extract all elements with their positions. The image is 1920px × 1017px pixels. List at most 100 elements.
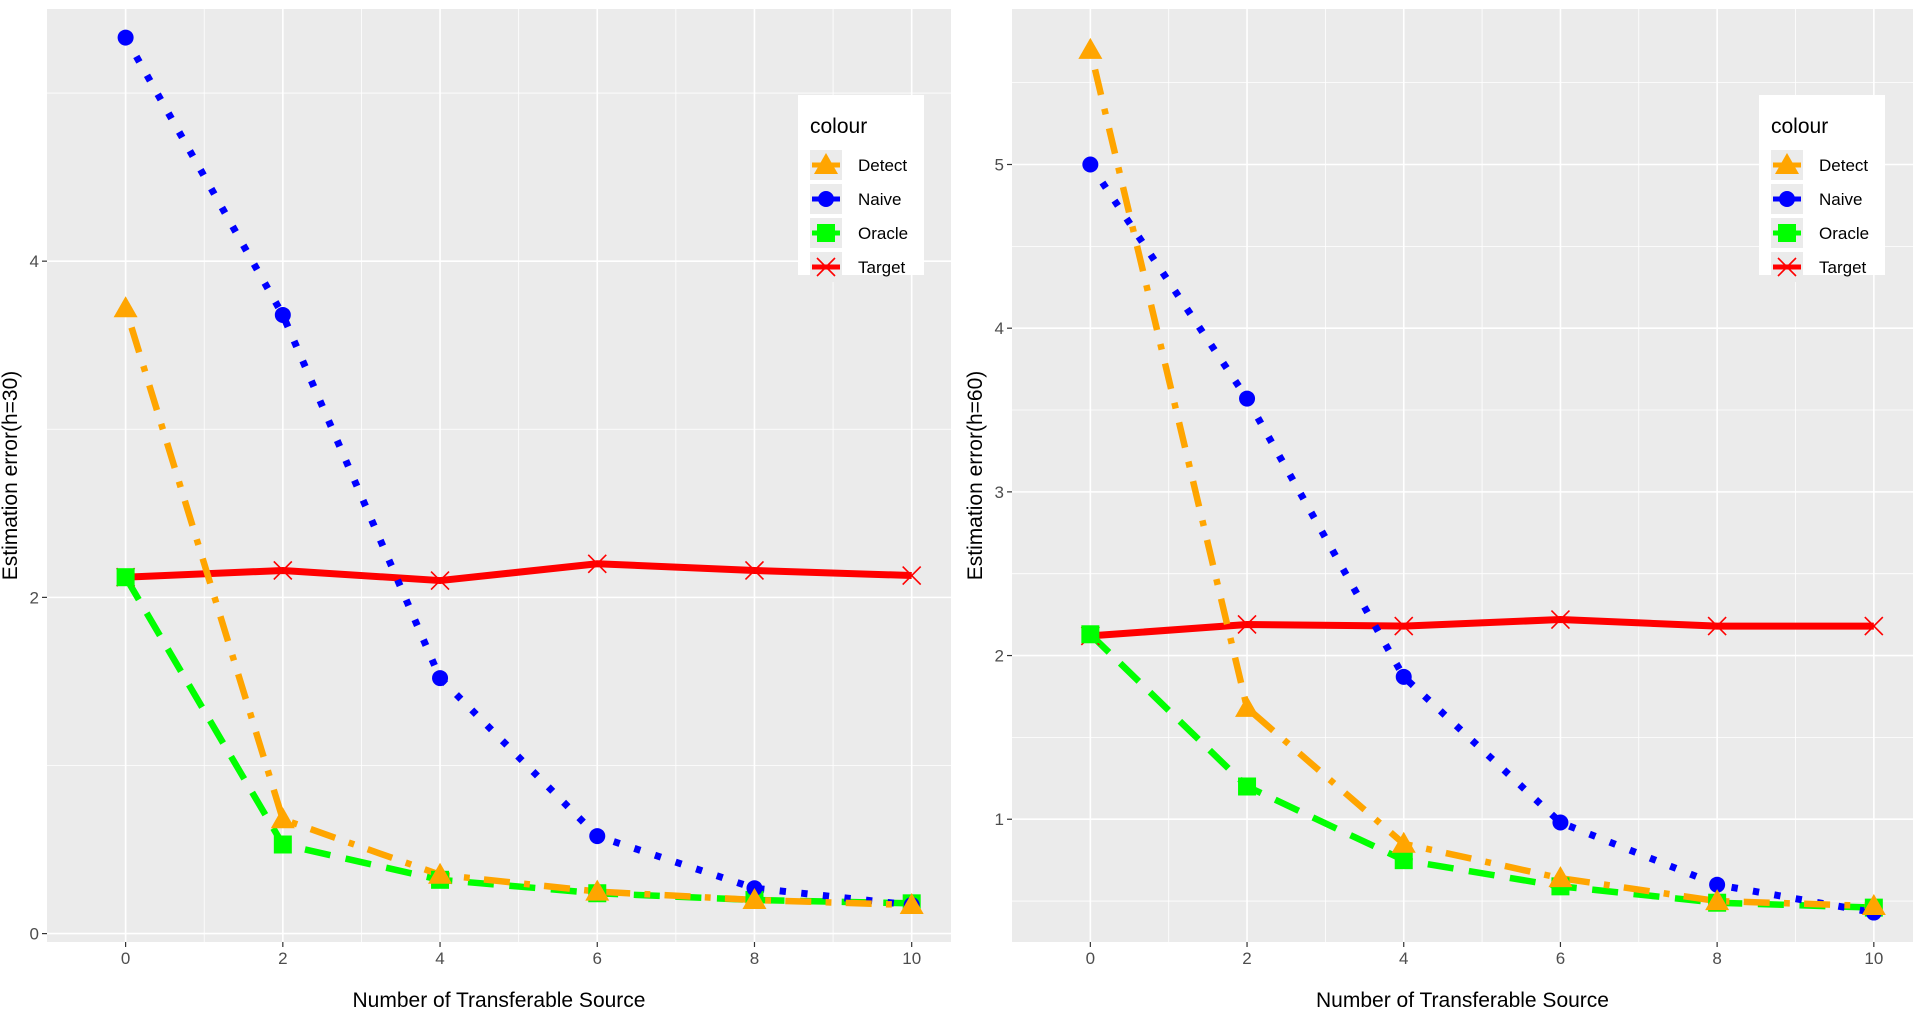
x-axis-title: Number of Transferable Source — [353, 989, 646, 1012]
point-target-x4-stroke-b — [430, 571, 450, 591]
x-tick-label: 2 — [278, 949, 287, 968]
point-naive-x4 — [432, 670, 449, 687]
point-target-x4-stroke-b — [1394, 616, 1414, 636]
legend-title: colour — [810, 115, 867, 138]
point-detect-x8 — [742, 887, 767, 909]
x-tick-label: 6 — [593, 949, 602, 968]
point-detect-x0 — [1078, 37, 1103, 59]
point-target-x6 — [587, 554, 607, 574]
y-tick-label: 2 — [30, 588, 39, 607]
y-axis-title: Estimation error(h=30) — [0, 371, 22, 581]
series-lines — [122, 35, 913, 909]
y-tick-label: 4 — [995, 319, 1004, 338]
y-tick-label: 2 — [995, 647, 1004, 666]
point-target-x10 — [1864, 616, 1884, 636]
y-tick-label: 3 — [995, 483, 1004, 502]
point-target-x2 — [273, 560, 293, 581]
point-target-x6 — [1550, 609, 1571, 630]
series-markers — [1078, 37, 1886, 921]
legend-label-oracle: Oracle — [1819, 224, 1869, 243]
series-markers — [113, 29, 924, 915]
legend-label-target: Target — [1819, 258, 1867, 277]
point-target-x6-stroke-b — [1550, 609, 1571, 630]
point-target-x6-stroke-b — [587, 554, 607, 574]
legend-title: colour — [1771, 115, 1828, 138]
x-tick-label: 6 — [1556, 949, 1565, 968]
point-detect-x10 — [1861, 893, 1886, 915]
point-target-x2 — [1237, 614, 1257, 635]
point-naive-x2 — [274, 306, 291, 323]
point-target-x10 — [902, 565, 922, 586]
x-tick-label: 10 — [902, 949, 921, 968]
point-target-x2-stroke-b — [1237, 614, 1257, 635]
x-tick-label: 4 — [435, 949, 444, 968]
legend-key-target-marker-stroke-b — [816, 257, 836, 277]
point-detect-x0 — [113, 296, 138, 318]
point-target-x8 — [744, 560, 765, 581]
point-target-x10-stroke-b — [902, 565, 922, 586]
y-tick-label: 1 — [995, 810, 1004, 829]
y-tick-label: 4 — [30, 252, 39, 271]
legend-key-target-marker-stroke-b — [1777, 257, 1797, 277]
series-lines — [1087, 49, 1875, 916]
y-tick-label: 5 — [995, 156, 1004, 175]
legend-label-naive: Naive — [858, 190, 901, 209]
legend-key-oracle-marker — [817, 224, 835, 242]
point-detect-x4 — [428, 862, 453, 884]
point-detect-x4 — [1391, 831, 1416, 853]
series-line-oracle — [1088, 631, 1874, 911]
point-detect-x6 — [585, 879, 610, 901]
x-tick-label: 0 — [1086, 949, 1095, 968]
legend-label-oracle: Oracle — [858, 224, 908, 243]
legend-key-target-marker — [1777, 257, 1797, 277]
legend-key-target-marker — [816, 257, 836, 277]
point-oracle-x2 — [1238, 777, 1257, 796]
point-oracle-x0 — [116, 568, 135, 587]
point-detect-x2 — [1235, 695, 1260, 717]
point-naive-x0 — [117, 29, 134, 46]
x-tick-label: 10 — [1864, 949, 1883, 968]
y-tick-label: 0 — [30, 925, 39, 944]
point-detect-x8 — [1705, 889, 1730, 911]
point-oracle-x0 — [1081, 625, 1100, 644]
y-axis-title: Estimation error(h=60) — [964, 371, 987, 581]
x-tick-label: 2 — [1242, 949, 1251, 968]
legend-key-oracle-marker — [1778, 224, 1796, 242]
point-naive-x6 — [1552, 814, 1569, 831]
point-detect-x10 — [899, 893, 924, 915]
point-target-x4 — [430, 571, 450, 591]
series-line-target — [1090, 616, 1874, 640]
chart-panel-1: 0 2 4 6 8 10 0 2 4 Number of Transferable Source E… — [0, 9, 951, 1012]
point-target-x8-stroke-b — [1707, 616, 1727, 636]
legend-label-target: Target — [858, 258, 906, 277]
point-detect-x2 — [270, 807, 295, 829]
point-naive-x2 — [1239, 390, 1256, 407]
x-tick-label: 8 — [1712, 949, 1721, 968]
x-tick-label: 8 — [750, 949, 759, 968]
series-line-detect — [122, 307, 912, 909]
legend: colour Detect Naive Oracle Target — [1759, 95, 1885, 282]
legend: colour Detect Naive Oracle Target — [798, 95, 924, 282]
x-tick-label: 4 — [1399, 949, 1408, 968]
x-tick-label: 0 — [121, 949, 130, 968]
legend-key-detect-marker — [814, 153, 838, 174]
point-naive-x0 — [1082, 156, 1099, 173]
point-detect-x6 — [1548, 866, 1573, 888]
point-target-x4 — [1394, 616, 1414, 636]
legend-key-detect-marker — [1775, 153, 1799, 174]
legend-label-detect: Detect — [1819, 156, 1868, 175]
point-target-x8 — [1707, 616, 1727, 636]
point-naive-x6 — [589, 828, 606, 845]
legend-label-naive: Naive — [1819, 190, 1862, 209]
point-target-x8-stroke-b — [744, 560, 765, 581]
axes: 0 2 4 6 8 10 0 2 4 — [30, 252, 922, 968]
point-target-x2-stroke-b — [273, 560, 293, 581]
x-axis-title: Number of Transferable Source — [1316, 989, 1609, 1012]
point-oracle-x2 — [273, 835, 292, 854]
legend-label-detect: Detect — [858, 156, 907, 175]
point-naive-x8 — [1709, 876, 1726, 893]
series-line-naive — [122, 35, 913, 909]
legend-key-naive-marker — [818, 191, 834, 207]
